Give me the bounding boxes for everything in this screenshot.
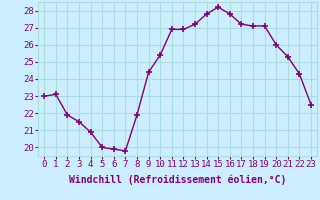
X-axis label: Windchill (Refroidissement éolien,°C): Windchill (Refroidissement éolien,°C) bbox=[69, 175, 286, 185]
